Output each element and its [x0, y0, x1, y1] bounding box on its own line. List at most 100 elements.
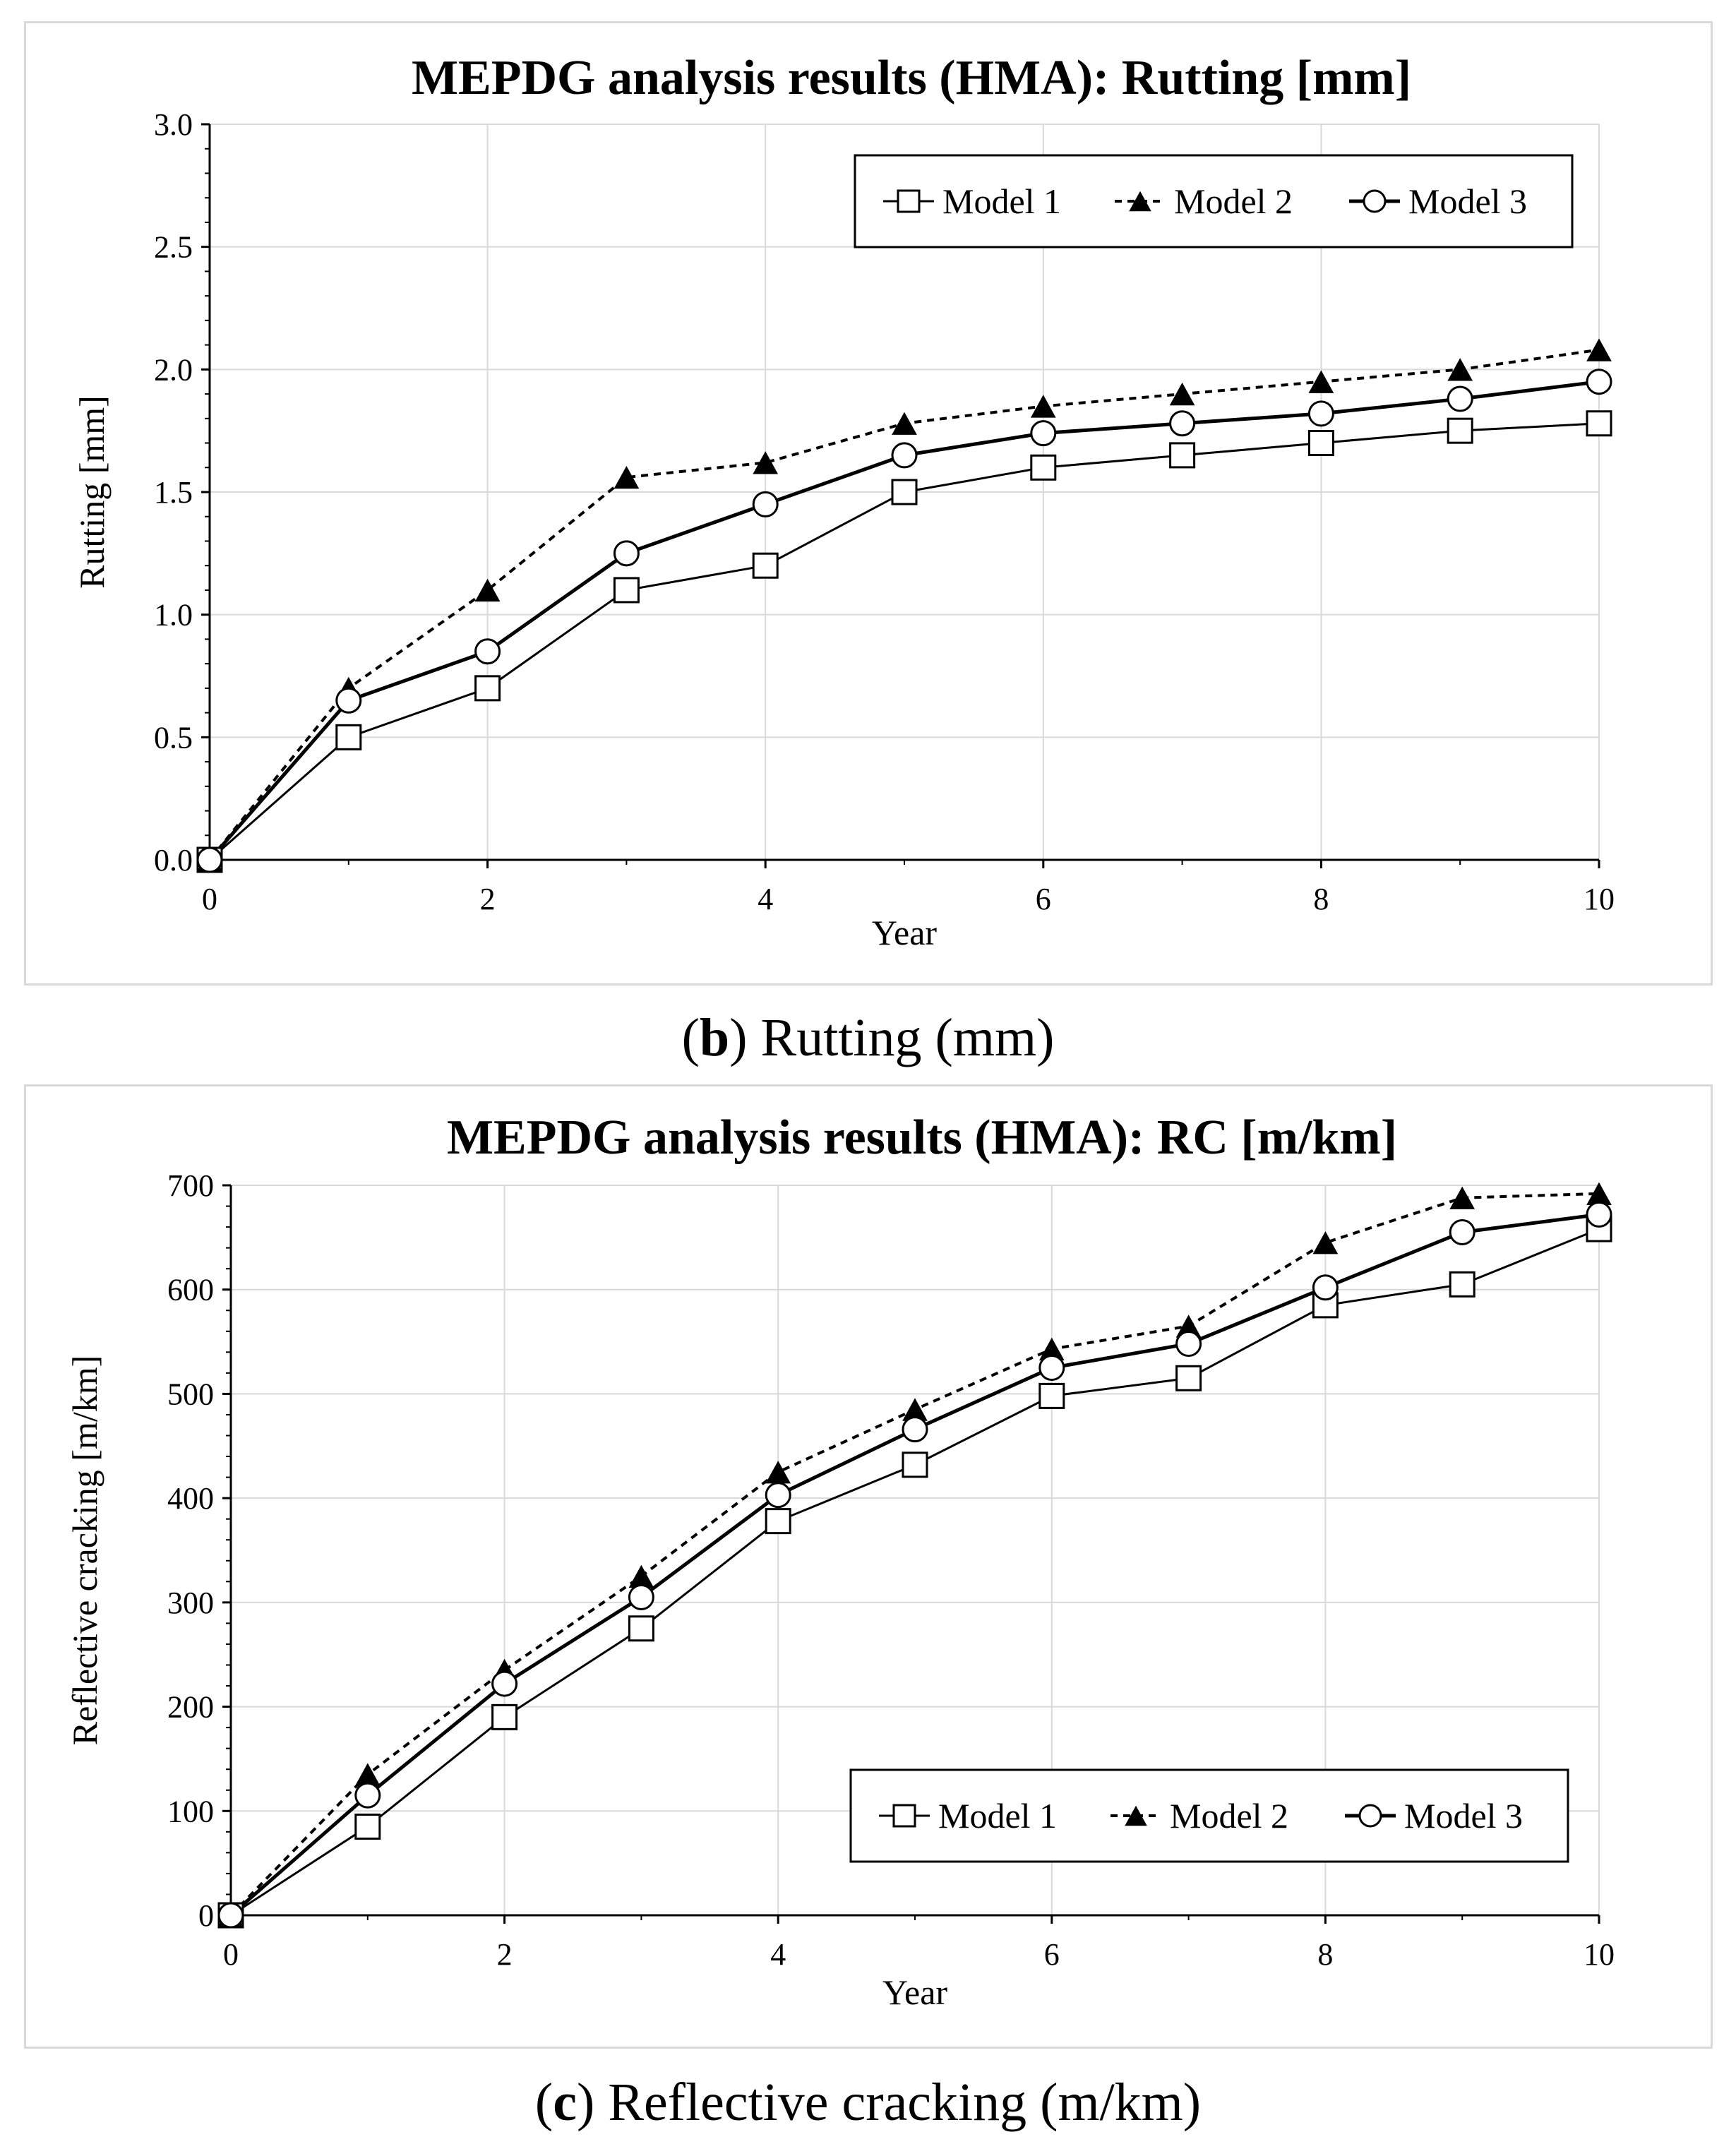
data-point [196, 846, 223, 873]
x-tick-label: 8 [1313, 882, 1329, 916]
data-point [1307, 430, 1334, 457]
data-point [628, 1583, 654, 1610]
legend-box [849, 1768, 1569, 1863]
legend-marker [897, 189, 921, 213]
data-point [491, 1703, 518, 1730]
legend-marker [1129, 191, 1151, 212]
data-point [1175, 1314, 1202, 1338]
data-point [902, 1451, 928, 1478]
y-tick-label: 300 [167, 1586, 214, 1620]
data-point [891, 479, 918, 505]
markers-model-1 [196, 410, 1612, 873]
legend: Model 1 Model 2 Model 3 [849, 1768, 1569, 1863]
data-point [1449, 1218, 1475, 1245]
y-tick-label: 400 [167, 1481, 214, 1516]
x-tick-label: 0 [202, 882, 217, 916]
y-tick-label: 1.0 [154, 598, 193, 633]
data-point [474, 578, 501, 602]
data-point [1308, 370, 1334, 393]
x-tick-label: 8 [1317, 1937, 1333, 1972]
data-point [1169, 410, 1196, 437]
data-point [892, 412, 917, 435]
legend-label: Model 3 [1404, 1796, 1523, 1835]
data-point [1447, 358, 1473, 381]
x-tick-label: 6 [1036, 882, 1051, 916]
data-point [613, 577, 640, 604]
x-tick-label: 10 [1584, 882, 1615, 916]
data-point [1038, 1337, 1065, 1361]
x-tick-label: 4 [770, 1937, 786, 1972]
y-tick-label: 1.5 [154, 475, 193, 510]
chart-title: MEPDG analysis results (HMA): Rutting [m… [412, 51, 1411, 105]
data-point [1447, 385, 1473, 412]
y-axis-label: Rutting [mm] [72, 395, 112, 589]
data-point [613, 466, 640, 489]
data-point [902, 1398, 928, 1421]
legend-marker [892, 1804, 916, 1828]
data-point [628, 1564, 654, 1588]
data-point [1038, 1382, 1065, 1409]
data-point [1169, 442, 1196, 469]
legend-label: Model 1 [942, 181, 1061, 221]
data-point [1586, 1182, 1612, 1205]
y-tick-label: 2.5 [154, 230, 193, 265]
data-point [335, 724, 362, 750]
data-point [891, 442, 918, 469]
x-axis-label: Year [882, 1972, 947, 2012]
y-tick-label: 2.0 [154, 352, 193, 387]
legend-label: Model 3 [1408, 181, 1527, 221]
caption-text: ) Rutting (mm) [729, 1008, 1055, 1067]
data-point [1312, 1231, 1339, 1254]
data-point [1586, 410, 1612, 437]
caption-letter: c [553, 2073, 577, 2132]
legend-label: Model 1 [938, 1796, 1057, 1835]
ticks [222, 1184, 1600, 1924]
x-tick-label: 10 [1584, 1937, 1615, 1972]
markers-model-3 [217, 1201, 1612, 1929]
data-point [902, 1416, 928, 1443]
data-point [491, 1670, 518, 1697]
data-point [613, 540, 640, 567]
data-point [217, 1902, 244, 1929]
y-tick-label: 600 [167, 1273, 214, 1307]
legend: Model 1 Model 2 Model 3 [854, 154, 1574, 248]
data-point [1449, 1271, 1475, 1298]
x-axis-label: Year [872, 913, 937, 952]
y-axis-label: Reflective cracking [m/km] [65, 1355, 104, 1746]
rutting-chart: 0.0 0.5 1.0 1.5 2.0 2.5 3.0 0 2 4 6 8 10 MEPDG analys… [72, 51, 1615, 952]
x-tick-label: 0 [223, 1937, 239, 1972]
legend-marker [1363, 189, 1387, 213]
data-point [1030, 420, 1057, 447]
y-tick-label: 0.5 [154, 720, 193, 755]
data-point [474, 638, 501, 665]
data-point [1586, 338, 1612, 361]
data-point [354, 1782, 381, 1809]
y-tick-label: 500 [167, 1377, 214, 1411]
y-tick-label: 3.0 [154, 107, 193, 142]
markers-model-2 [197, 338, 1612, 872]
data-point [1175, 1365, 1202, 1391]
x-tick-label: 6 [1044, 1937, 1060, 1972]
data-point [1312, 1274, 1339, 1301]
caption-text: ) Reflective cracking (m/km) [576, 2073, 1202, 2132]
legend-marker [1358, 1804, 1382, 1828]
x-tick-label: 2 [480, 882, 496, 916]
y-tick-label: 0 [198, 1898, 214, 1933]
rutting-chart-panel: 0.0 0.5 1.0 1.5 2.0 2.5 3.0 0 2 4 6 8 10 MEPDG analys… [24, 21, 1713, 986]
data-point [765, 1461, 791, 1484]
rutting-caption: (b) Rutting (mm) [681, 1008, 1055, 1067]
data-point [1169, 382, 1195, 406]
data-point [1586, 1201, 1612, 1228]
chart-title: MEPDG analysis results (HMA): RC [m/km] [447, 1110, 1397, 1165]
legend-box [854, 154, 1574, 248]
legend-label: Model 2 [1170, 1796, 1288, 1835]
data-point [628, 1615, 654, 1642]
markers-model-3 [196, 369, 1612, 873]
legend-label: Model 2 [1174, 181, 1293, 221]
y-tick-label: 100 [167, 1794, 214, 1828]
data-point [1307, 400, 1334, 427]
reflective-cracking-caption: (c) Reflective cracking (m/km) [534, 2073, 1202, 2132]
y-tick-label: 700 [167, 1168, 214, 1203]
y-tick-label: 0.0 [154, 843, 193, 878]
data-point [1447, 417, 1473, 444]
